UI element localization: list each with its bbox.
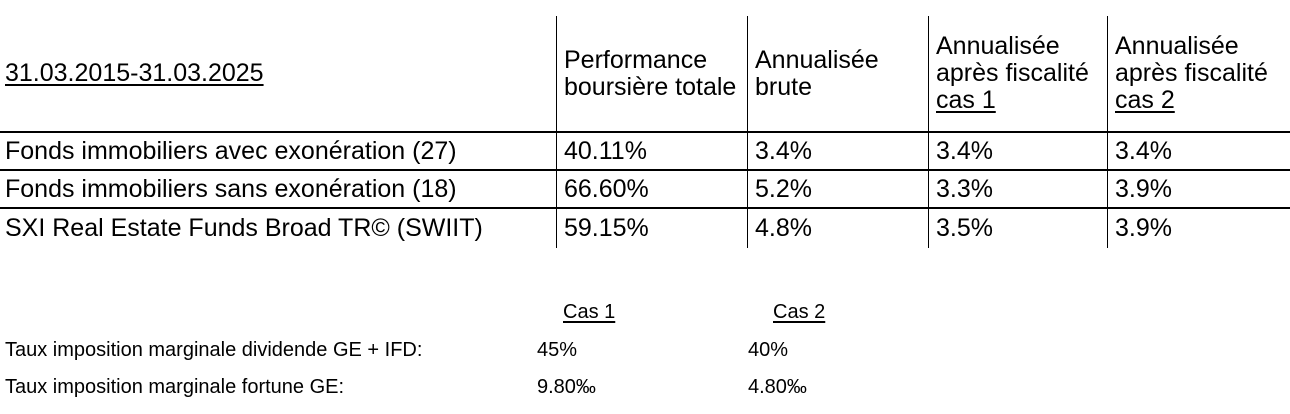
cell-total-performance: 40.11% xyxy=(556,133,747,171)
header-line: Annualisée xyxy=(755,45,879,74)
cell-net-case2: 3.4% xyxy=(1107,133,1290,171)
cell-total-performance: 66.60% xyxy=(556,171,747,209)
case2-column-header: Cas 2 xyxy=(773,301,826,323)
row-label-fonds-avec-exoneration: Fonds immobiliers avec exonération (27) xyxy=(0,133,556,171)
cell-net-case2: 3.9% xyxy=(1107,209,1290,248)
case1-column-header: Cas 1 xyxy=(563,301,616,323)
table-header-performance-totale: Performance boursière totale xyxy=(556,16,747,133)
header-line: Annualisée xyxy=(936,32,1060,60)
dividend-tax-case1-value: 45% xyxy=(537,339,578,361)
table-header-period: 31.03.2015-31.03.2025 xyxy=(0,16,556,133)
header-line: brute xyxy=(755,72,812,101)
dividend-tax-case2-value: 40% xyxy=(748,339,789,361)
cell-net-case1: 3.4% xyxy=(928,133,1107,171)
header-line: boursière totale xyxy=(564,72,737,101)
row-label-sxi-index: SXI Real Estate Funds Broad TR© (SWIIT) xyxy=(5,214,483,242)
header-line: Annualisée xyxy=(1115,32,1239,60)
header-line: après fiscalité xyxy=(936,59,1089,87)
table-header-annualisee-cas1: Annualisée après fiscalité cas 1 xyxy=(928,16,1107,133)
header-case-label: cas 2 xyxy=(1115,86,1175,114)
row-label-fonds-sans-exoneration: Fonds immobiliers sans exonération (18) xyxy=(0,171,556,209)
cell-net-case1: 3.5% xyxy=(928,209,1107,248)
cell-net-case2: 3.9% xyxy=(1107,171,1290,209)
dividend-tax-label: Taux imposition marginale dividende GE +… xyxy=(5,339,423,361)
header-line: après fiscalité xyxy=(1115,59,1268,87)
cell-annualized-gross: 3.4% xyxy=(747,133,928,171)
header-line: Performance xyxy=(564,45,708,74)
wealth-tax-label: Taux imposition marginale fortune GE: xyxy=(5,376,345,398)
wealth-tax-case1-value: 9.80‰ xyxy=(537,376,596,398)
cell-annualized-gross: 4.8% xyxy=(747,209,928,248)
table-header-annualisee-cas2: Annualisée après fiscalité cas 2 xyxy=(1107,16,1290,133)
wealth-tax-case2-value: 4.80‰ xyxy=(748,376,807,398)
cell-annualized-gross: 5.2% xyxy=(747,171,928,209)
header-case-label: cas 1 xyxy=(936,86,996,114)
performance-table: 31.03.2015-31.03.2025 Performance boursi… xyxy=(0,16,1290,248)
cell-net-case1: 3.3% xyxy=(928,171,1107,209)
cell-total-performance: 59.15% xyxy=(556,209,747,248)
table-header-annualisee-brute: Annualisée brute xyxy=(747,16,928,133)
period-label: 31.03.2015-31.03.2025 xyxy=(5,59,264,87)
